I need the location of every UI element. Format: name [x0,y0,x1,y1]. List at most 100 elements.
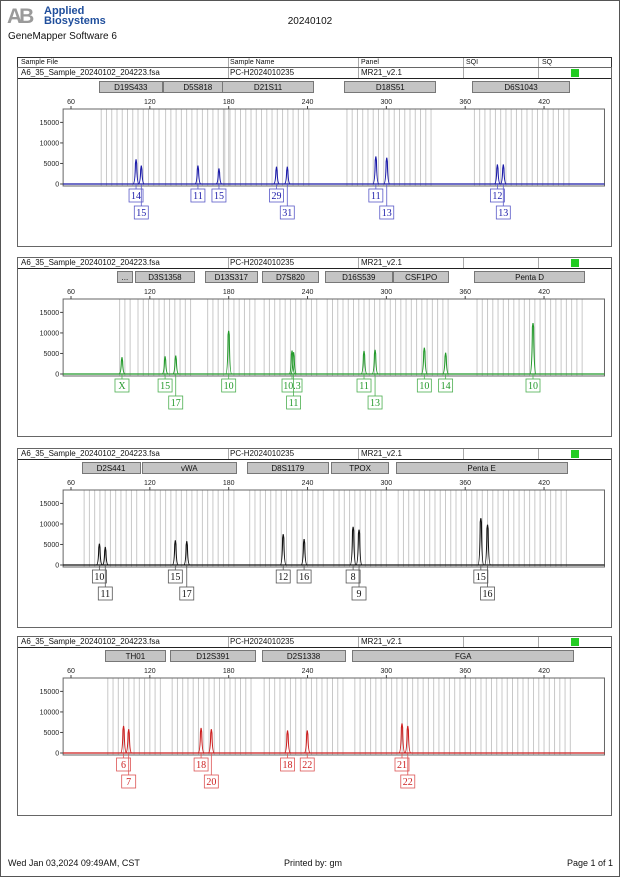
allele-label: 15 [476,572,486,583]
x-tick-label: 240 [302,99,314,106]
allele-box [351,586,367,601]
marker--[interactable]: ... [116,271,133,283]
marker-d3s1358[interactable]: D3S1358 [135,271,195,283]
x-tick-label: 120 [144,480,156,487]
marker-d21s11[interactable]: D21S11 [222,81,315,93]
marker-tpox[interactable]: TPOX [331,462,389,474]
sq-status-icon [571,69,579,77]
allele-box [133,205,149,220]
allele-box [128,188,144,203]
x-tick-label: 360 [459,668,471,675]
allele-label: 22 [302,760,312,771]
allele-label: 22 [403,777,413,788]
allele-label: 6 [121,760,126,771]
peak-12 [494,164,501,185]
software-name: GeneMapper Software 6 [8,31,117,42]
logo-mark: AB [7,5,34,28]
marker-d13s317[interactable]: D13S317 [205,271,258,283]
peak-10.3 [288,350,296,375]
marker-d2s441[interactable]: D2S441 [81,462,141,474]
allele-label: 9 [357,589,362,600]
plot-frame [62,298,605,377]
peak-17 [183,541,191,566]
marker-d8s1179[interactable]: D8S1179 [247,462,329,474]
logo-text: Applied Biosystems [44,6,106,27]
allele-box [193,757,209,772]
y-tick-label: 15000 [40,310,60,317]
peak-10 [529,322,537,375]
sq-status-icon [571,259,579,267]
marker-d19s433[interactable]: D19S433 [98,81,163,93]
allele-box [275,569,291,584]
allele-label: 15 [136,208,146,219]
marker-penta-d[interactable]: Penta D [474,271,585,283]
allele-label: 14 [131,191,141,202]
peak-13 [500,164,507,185]
x-tick-label: 360 [459,289,471,296]
y-tick-label: 0 [55,563,59,570]
sample-row[interactable]: A6_35_Sample_20240102_204223.fsa PC-H2024… [18,637,611,648]
sample-name: PC-H2024010235 [230,68,295,77]
y-tick-label: 5000 [44,730,60,737]
marker-d16s539[interactable]: D16S539 [324,271,393,283]
allele-label: 13 [370,398,380,409]
allele-label: 15 [160,381,170,392]
y-tick-label: 5000 [44,161,60,168]
x-tick-label: 420 [538,668,550,675]
peak-15 [161,356,169,375]
peak-11 [360,350,368,375]
peak-16 [300,539,308,566]
peak-15 [215,168,223,185]
marker-penta-e[interactable]: Penta E [395,462,568,474]
allele-box [356,378,372,393]
allele-label: 18 [283,760,293,771]
allele-box [296,569,312,584]
x-tick-label: 60 [67,668,75,675]
allele-label: 17 [182,589,192,600]
allele-label: 11 [359,381,369,392]
x-tick-label: 360 [459,480,471,487]
electropherogram-green: 60 120 180 240 300 360 420 0 5000 10000 15000 X 1517… [40,289,605,410]
peak-21 [398,723,406,754]
x-tick-label: 420 [538,289,550,296]
allele-label: 10 [224,381,234,392]
x-tick-label: 240 [302,668,314,675]
sample-name: PC-H2024010235 [230,449,295,458]
allele-box [394,757,410,772]
y-tick-label: 0 [55,372,59,379]
sample-row[interactable]: A6_35_Sample_20240102_204223.fsa PC-H2024… [18,68,611,79]
panel-name: MR21_v2.1 [361,449,402,458]
y-tick-label: 0 [55,751,59,758]
x-tick-label: 300 [381,480,393,487]
marker-csf1po[interactable]: CSF1PO [392,271,450,283]
sample-row[interactable]: A6_35_Sample_20240102_204223.fsa PC-H2024… [18,449,611,460]
y-tick-label: 5000 [44,351,60,358]
electropherogram-black: 60 120 180 240 300 360 420 0 5000 10000 15000 10 11 1… [40,480,605,601]
peak-31 [284,166,291,185]
marker-vwa[interactable]: vWA [141,462,237,474]
sample-row[interactable]: A6_35_Sample_20240102_204223.fsa PC-H2024… [18,258,611,269]
allele-box [379,205,395,220]
allele-label: 20 [206,777,216,788]
marker-d2s1338[interactable]: D2S1338 [261,650,346,662]
sample-file: A6_35_Sample_20240102_204223.fsa [21,258,160,267]
sample-file: A6_35_Sample_20240102_204223.fsa [21,68,160,77]
marker-d18s51[interactable]: D18S51 [344,81,437,93]
allele-box [416,378,432,393]
sample-file: A6_35_Sample_20240102_204223.fsa [21,637,160,646]
allele-box [121,774,137,789]
marker-d7s820[interactable]: D7S820 [261,271,320,283]
marker-d12s391[interactable]: D12S391 [169,650,257,662]
allele-box [221,378,237,393]
peak-11 [194,165,202,185]
marker-th01[interactable]: TH01 [105,650,166,662]
col-sqi: SQI [466,59,479,66]
marker-fga[interactable]: FGA [352,650,575,662]
allele-box [525,378,541,393]
x-tick-label: 240 [302,480,314,487]
y-tick-label: 10000 [40,140,60,147]
y-tick-label: 10000 [40,330,60,337]
peak-18 [284,730,291,754]
x-tick-label: 180 [223,99,235,106]
marker-d6s1043[interactable]: D6S1043 [471,81,571,93]
